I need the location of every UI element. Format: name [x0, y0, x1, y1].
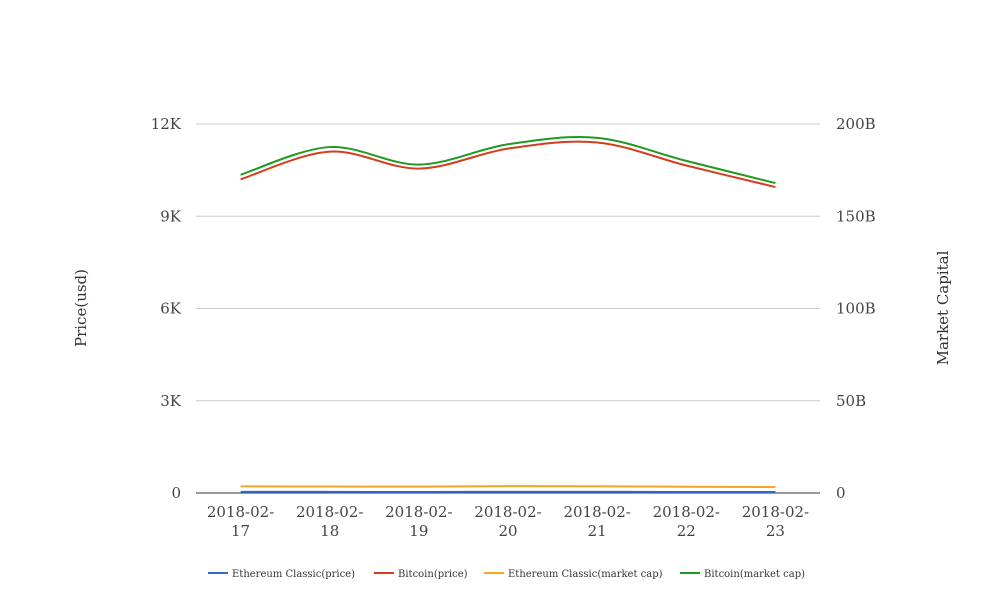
legend: Ethereum Classic(price) Bitcoin(price) Eth…	[208, 569, 805, 580]
x-tick-label: 2018-02-19	[385, 503, 452, 540]
gridlines	[196, 123, 820, 494]
right-tick-label: 150B	[836, 207, 876, 225]
x-tick-label: 2018-02-22	[653, 503, 720, 540]
left-tick-label: 0	[171, 484, 181, 502]
right-tick-label: 0	[836, 484, 846, 502]
left-axis-ticks: 0 3K 6K 9K 12K	[151, 115, 182, 502]
legend-label: Bitcoin(market cap)	[704, 569, 805, 580]
right-tick-label: 50B	[836, 392, 866, 410]
legend-label: Ethereum Classic(price)	[232, 569, 355, 580]
left-tick-label: 6K	[160, 300, 182, 318]
legend-label: Bitcoin(price)	[398, 569, 468, 580]
left-tick-label: 3K	[160, 392, 182, 410]
series-line-ethereum-classic-market-cap	[240, 485, 776, 489]
x-axis-ticks: 2018-02-17 2018-02-18 2018-02-19 2018-02-20…	[207, 503, 809, 540]
right-axis-title: Market Capital	[934, 250, 952, 365]
left-tick-label: 12K	[151, 115, 182, 133]
left-tick-label: 9K	[160, 207, 182, 225]
legend-item: Bitcoin(market cap)	[680, 569, 805, 580]
legend-label: Ethereum Classic(market cap)	[508, 569, 663, 580]
right-tick-label: 100B	[836, 300, 876, 318]
legend-item: Ethereum Classic(market cap)	[484, 569, 663, 580]
series-line-bitcoin-price	[240, 140, 776, 189]
series-line-bitcoin-market-cap	[240, 136, 776, 185]
x-tick-label: 2018-02-18	[296, 503, 363, 540]
legend-item: Ethereum Classic(price)	[208, 569, 355, 580]
legend-item: Bitcoin(price)	[374, 569, 468, 580]
x-tick-label: 2018-02-17	[207, 503, 274, 540]
series-lines	[240, 136, 776, 494]
right-axis-ticks: 0 50B 100B 150B 200B	[836, 115, 876, 502]
x-tick-label: 2018-02-21	[563, 503, 630, 540]
left-axis-title: Price(usd)	[72, 269, 90, 347]
x-tick-label: 2018-02-23	[742, 503, 809, 540]
x-tick-label: 2018-02-20	[474, 503, 541, 540]
right-tick-label: 200B	[836, 115, 876, 133]
